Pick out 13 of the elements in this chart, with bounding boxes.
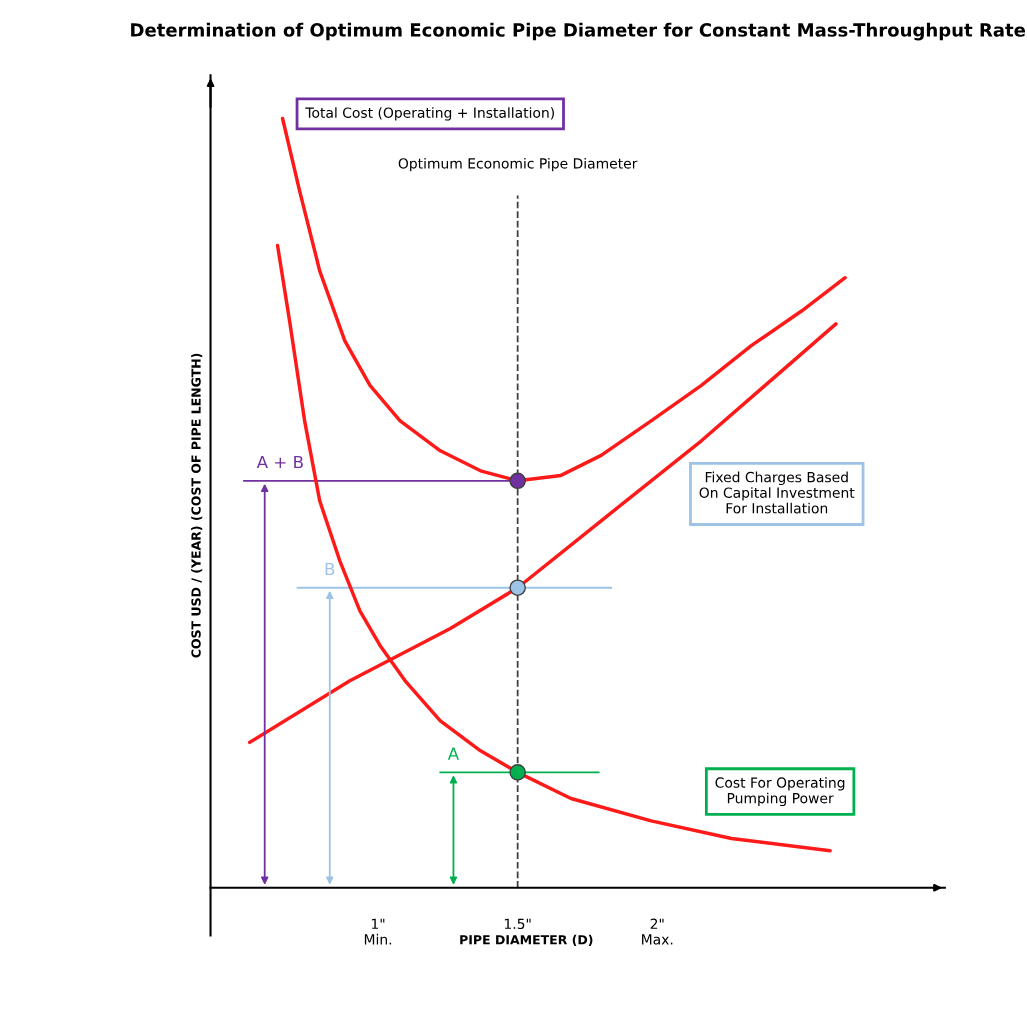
ref-line-label: B <box>325 562 335 576</box>
ref-line-label: A + B <box>256 455 303 469</box>
ref-line-label: A <box>447 747 459 760</box>
text: Cost For Operating Pumping Power <box>715 777 845 807</box>
x-tick-label: 1" Min. <box>364 918 392 945</box>
x-axis-title: PIPE DIAMETER (D) <box>460 934 593 946</box>
x-tick-label: 2" Max. <box>642 918 673 945</box>
y-axis-title: COST USD / (YEAR) (COST OF PIPE LENGTH) <box>191 353 203 658</box>
ref-line-label: Optimum Economic Pipe Diameter <box>398 157 638 172</box>
x-tick-label: 1.5" <box>504 918 531 930</box>
chart-title: Determination of Optimum Economic Pipe Diameter for Constant Mass-Throughput Rate <box>131 22 1026 41</box>
series-label: Fixed Charges Based On Capital Investment For Installation <box>699 471 855 514</box>
series-label: Total Cost (Operating + Installation) <box>305 107 554 121</box>
